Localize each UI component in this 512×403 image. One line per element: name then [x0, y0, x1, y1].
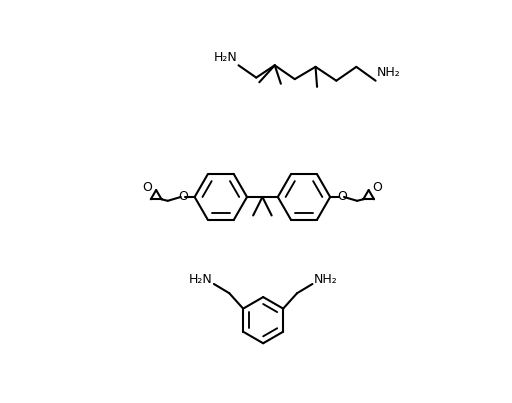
Text: H₂N: H₂N	[214, 51, 238, 64]
Text: H₂N: H₂N	[188, 273, 212, 286]
Text: NH₂: NH₂	[314, 273, 338, 286]
Text: O: O	[142, 181, 152, 194]
Text: NH₂: NH₂	[377, 66, 401, 79]
Text: O: O	[337, 191, 347, 204]
Text: O: O	[178, 191, 188, 204]
Text: O: O	[373, 181, 382, 194]
